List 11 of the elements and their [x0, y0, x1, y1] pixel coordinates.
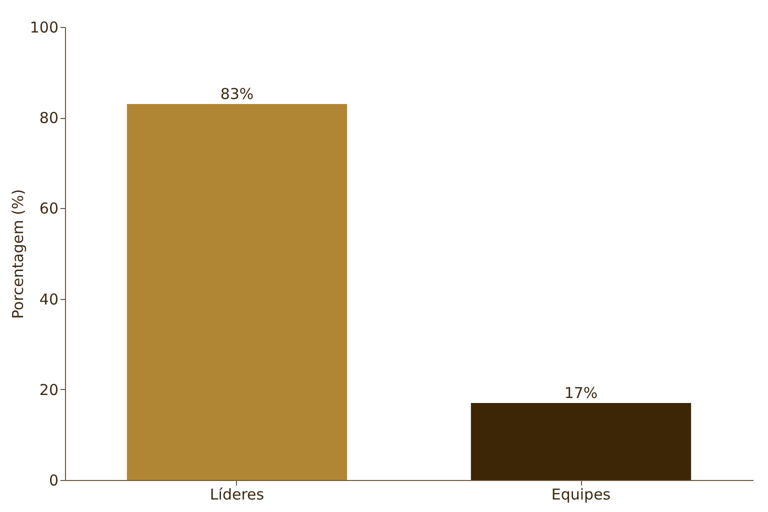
y-tick-label: 20 — [39, 380, 58, 399]
x-tick-label: Equipes — [551, 486, 611, 504]
x-tick-label: Líderes — [210, 486, 264, 504]
y-tick-label: 80 — [39, 109, 58, 128]
y-tick-label: 0 — [48, 472, 58, 490]
y-tick-label: 40 — [39, 290, 58, 308]
data-label: 17% — [564, 384, 598, 402]
y-axis-title: Porcentagem (%) — [8, 189, 27, 319]
y-tick-label: 60 — [39, 200, 58, 218]
data-label: 83% — [220, 85, 254, 104]
y-tick-label: 100 — [30, 18, 58, 36]
